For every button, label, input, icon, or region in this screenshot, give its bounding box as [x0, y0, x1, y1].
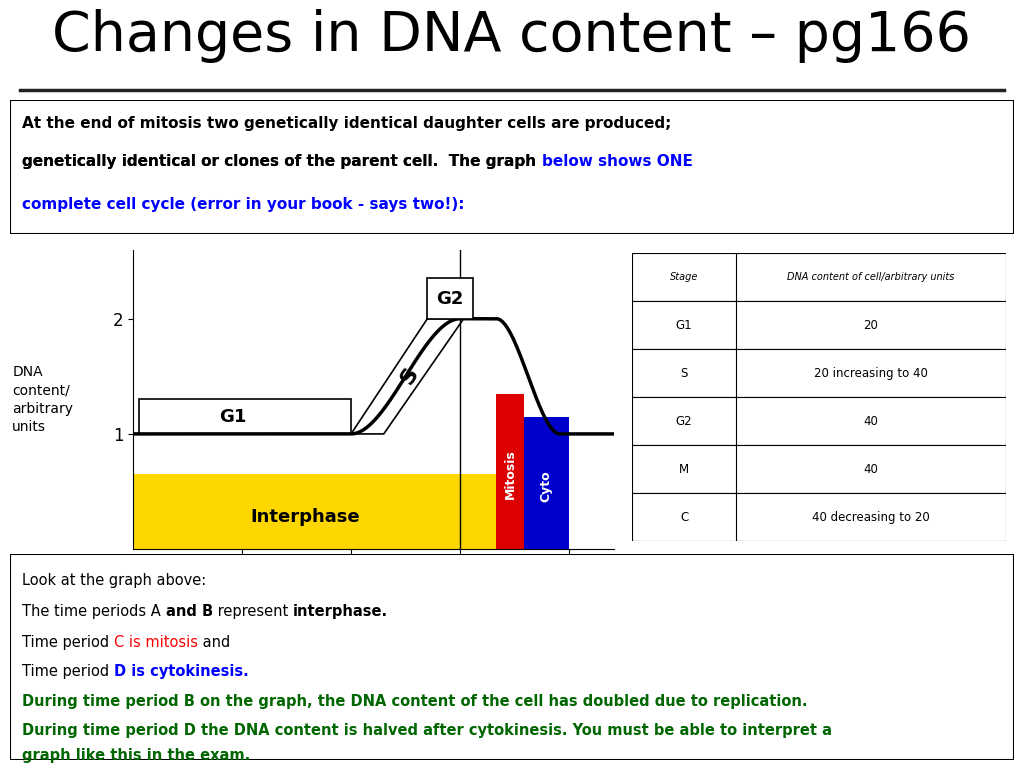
Text: DNA
content/
arbitrary
units: DNA content/ arbitrary units	[12, 365, 74, 434]
Bar	[632, 445, 1006, 494]
Text: interphase.: interphase.	[293, 604, 388, 619]
Bar	[632, 349, 1006, 398]
Bar	[632, 494, 1006, 541]
Text: C: C	[680, 511, 688, 524]
Bar	[427, 278, 473, 319]
Text: Changes in DNA content – pg166: Changes in DNA content – pg166	[52, 9, 972, 64]
Bar	[632, 349, 736, 398]
Text: below shows ONE: below shows ONE	[542, 154, 692, 169]
Text: and B: and B	[166, 604, 213, 619]
Text: During time period B on the graph, the DNA content of the cell has doubled due t: During time period B on the graph, the D…	[23, 694, 808, 710]
Bar	[632, 494, 736, 541]
Text: G1: G1	[676, 319, 692, 332]
Bar	[632, 398, 1006, 445]
Bar	[632, 253, 1006, 302]
Text: genetically identical or clones of the parent cell.  The graph: genetically identical or clones of the p…	[23, 154, 542, 169]
Bar	[497, 393, 523, 549]
Text: Time period: Time period	[23, 664, 114, 679]
Bar	[632, 302, 736, 349]
Text: Time period: Time period	[23, 635, 114, 650]
Text: G2: G2	[436, 290, 464, 307]
Text: At the end of mitosis two genetically identical daughter cells are produced;: At the end of mitosis two genetically id…	[23, 116, 672, 131]
Text: complete cell cycle (error in your book - says two!):: complete cell cycle (error in your book …	[23, 197, 465, 212]
Text: graph like this in the exam.: graph like this in the exam.	[23, 748, 251, 763]
Text: G2: G2	[676, 415, 692, 428]
Text: M: M	[679, 463, 689, 476]
Bar	[523, 416, 569, 549]
Text: genetically identical or clones of the parent cell.  The graph: genetically identical or clones of the p…	[23, 154, 542, 169]
Text: During time period D the DNA content is halved after cytokinesis. You must be ab: During time period D the DNA content is …	[23, 723, 833, 738]
Text: 20 increasing to 40: 20 increasing to 40	[814, 367, 928, 380]
Bar	[632, 445, 736, 494]
Text: 20: 20	[863, 319, 879, 332]
Text: DNA content of cell/arbitrary units: DNA content of cell/arbitrary units	[787, 273, 954, 283]
Text: C is mitosis: C is mitosis	[114, 635, 198, 650]
Text: D is cytokinesis.: D is cytokinesis.	[114, 664, 249, 679]
Bar	[133, 475, 497, 549]
Text: represent: represent	[213, 604, 293, 619]
Bar	[138, 399, 351, 434]
Text: S: S	[396, 364, 422, 389]
Text: 40: 40	[863, 463, 879, 476]
Text: Cyto: Cyto	[540, 470, 553, 502]
Text: 40 decreasing to 20: 40 decreasing to 20	[812, 511, 930, 524]
Text: 40: 40	[863, 415, 879, 428]
Text: Look at the graph above:: Look at the graph above:	[23, 573, 207, 588]
Text: S: S	[680, 367, 688, 380]
Text: Stage: Stage	[670, 273, 698, 283]
X-axis label: Time/hours: Time/hours	[326, 579, 422, 594]
Text: and: and	[198, 635, 230, 650]
Bar	[632, 398, 736, 445]
Bar	[632, 302, 1006, 349]
Text: Interphase: Interphase	[251, 508, 360, 526]
Text: Mitosis: Mitosis	[504, 449, 516, 499]
Text: G1: G1	[219, 408, 247, 425]
Text: The time periods A: The time periods A	[23, 604, 166, 619]
Bar	[632, 253, 736, 302]
